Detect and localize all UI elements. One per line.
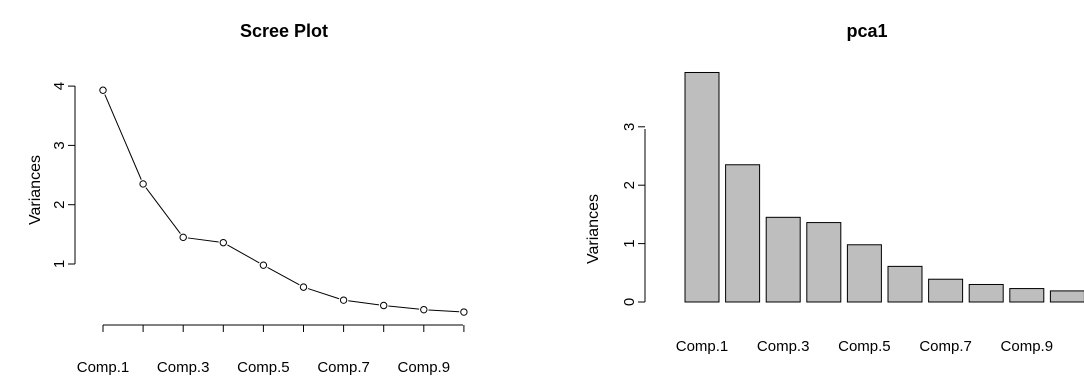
pca1-bar: [928, 278, 964, 303]
scree-plot-line-segment: [187, 237, 219, 243]
scree-plot-point: [380, 301, 388, 310]
scree-plot-line-segment: [104, 94, 142, 180]
scree-plot-point: [219, 238, 228, 247]
pca1-y-axis-label: Variances: [585, 194, 602, 264]
pca1-title: pca1: [846, 21, 887, 41]
pca1-bar: [846, 244, 882, 303]
pca1-y-tick-label: 0: [621, 298, 638, 306]
scree-plot-point: [420, 305, 428, 314]
pca1-bars: [684, 71, 1084, 303]
pca1-bar: [1009, 288, 1045, 303]
scree-plot-line-segment: [227, 244, 260, 264]
scree-plot-point: [139, 180, 147, 188]
pca1-bar: [725, 164, 761, 303]
scree-plot-point: [99, 86, 107, 94]
scree-plot-y-tick-label: 1: [51, 260, 68, 268]
pca1-bar: [765, 216, 801, 303]
pca1-bar: [806, 222, 842, 303]
scree-plot-y-tick-label: 4: [51, 82, 68, 90]
scree-plot-points: [99, 86, 468, 316]
pca1-y-tick-label: 2: [621, 181, 638, 189]
scree-plot-line-segment: [307, 288, 340, 300]
scree-plot-line-segment: [267, 267, 300, 286]
pca1-bar: [684, 71, 720, 303]
scree-plot-title: Scree Plot: [240, 21, 328, 41]
scree-plot-point: [259, 261, 268, 269]
pca1-x-tick-labels: Comp.1 Comp.3 Comp.5 Comp.7 Comp.9: [676, 338, 1053, 355]
scree-plot-y-axis-label: Variances: [27, 155, 44, 225]
scree-plot-point: [460, 308, 468, 316]
scree-plot-x-tick-label: Comp.7: [317, 359, 370, 376]
scree-plot-y-ticks: 1 2 3 4: [51, 82, 75, 268]
scree-plot-point: [299, 283, 308, 291]
scree-plot-line-segment: [348, 300, 380, 306]
scree-plot-line-segment: [145, 187, 181, 234]
pca1-y-tick-label: 3: [621, 123, 638, 131]
pca1-x-tick-label: Comp.1: [676, 338, 729, 355]
pca1-bar: [887, 265, 923, 303]
scree-plot-line-segment: [428, 309, 460, 313]
scree-plot-x-tick-label: Comp.5: [237, 359, 290, 376]
pca1-bar: [1049, 290, 1084, 303]
scree-plot-y-tick-label: 2: [51, 201, 68, 209]
pca1-x-tick-label: Comp.3: [757, 338, 810, 355]
scree-plot-x-tick-label: Comp.3: [157, 359, 210, 376]
pca1-bar: [968, 283, 1004, 303]
pca1-x-tick-label: Comp.5: [838, 338, 891, 355]
pca1-x-tick-label: Comp.7: [919, 338, 972, 355]
pca1-y-tick-label: 1: [621, 239, 638, 247]
pca1-y-ticks: 0 1 2 3: [621, 123, 645, 306]
scree-plot-x-tick-label: Comp.1: [77, 359, 130, 376]
scree-plot-point: [339, 296, 348, 304]
scree-plot-x-tick-label: Comp.9: [398, 359, 451, 376]
pca1-x-tick-label: Comp.9: [1001, 338, 1054, 355]
scree-plot-point: [179, 233, 187, 242]
scree-plot-line-segment: [388, 305, 420, 310]
scree-plot-x-ticks: Comp.1 Comp.3 Comp.5 Comp.7 Comp.9: [77, 325, 465, 376]
scree-plot-y-tick-label: 3: [51, 141, 68, 149]
